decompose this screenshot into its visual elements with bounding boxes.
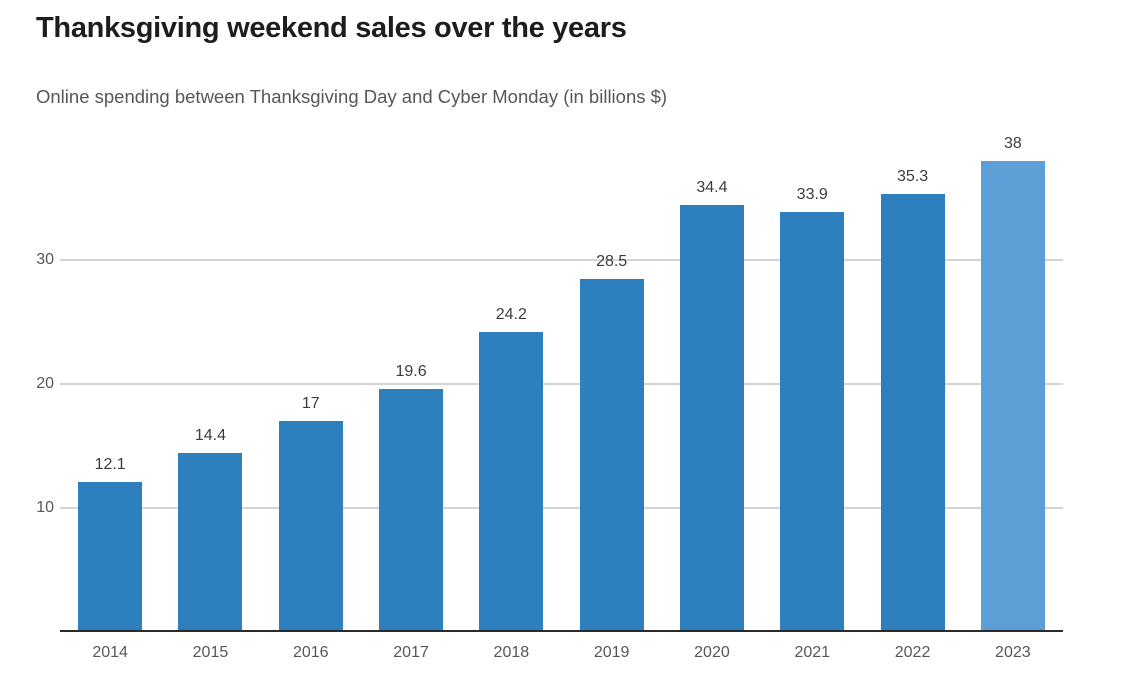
- x-tick-label: 2020: [694, 644, 730, 661]
- bar-2021: [780, 211, 845, 632]
- bar-2022: [880, 194, 945, 632]
- gridline: [60, 383, 1063, 385]
- x-tick-label: 2018: [493, 644, 530, 661]
- gridline: [60, 507, 1063, 509]
- bar-2014: [78, 481, 143, 632]
- x-tick-label: 2022: [894, 644, 931, 661]
- y-tick-label: 30: [36, 251, 54, 268]
- bar-2020: [679, 205, 744, 632]
- chart-title: Thanksgiving weekend sales over the year…: [36, 12, 627, 44]
- chart-subtitle: Online spending between Thanksgiving Day…: [36, 86, 668, 107]
- bar-2019: [579, 278, 644, 632]
- bar-value-label: 35.3: [896, 168, 929, 186]
- x-tick-label: 2016: [292, 644, 329, 661]
- bar-2018: [479, 331, 544, 632]
- bar-value-label: 17: [301, 395, 320, 413]
- bar-2015: [178, 453, 243, 632]
- bar-value-label: 28.5: [596, 252, 628, 270]
- y-tick-label: 20: [36, 375, 54, 392]
- gridline: [60, 259, 1063, 261]
- x-tick-label: 2015: [192, 644, 229, 661]
- bar-2016: [278, 421, 343, 632]
- bar-value-label: 19.6: [395, 362, 427, 380]
- bar-value-label: 38: [1003, 134, 1022, 152]
- bar-value-label: 33.9: [796, 185, 828, 203]
- bar-value-label: 12.1: [94, 455, 126, 473]
- x-tick-label: 2017: [393, 644, 429, 661]
- y-tick-label: 10: [36, 499, 54, 516]
- bar-value-label: 14.4: [194, 427, 226, 445]
- x-tick-label: 2014: [92, 644, 128, 661]
- x-tick-label: 2023: [995, 644, 1031, 661]
- x-axis-line: [60, 630, 1063, 632]
- x-tick-label: 2021: [794, 644, 831, 661]
- bar-value-label: 24.2: [495, 305, 527, 323]
- bar-2017: [379, 388, 444, 632]
- bar-value-label: 34.4: [696, 179, 728, 197]
- x-tick-label: 2019: [593, 644, 630, 661]
- bar-2023: [980, 160, 1045, 632]
